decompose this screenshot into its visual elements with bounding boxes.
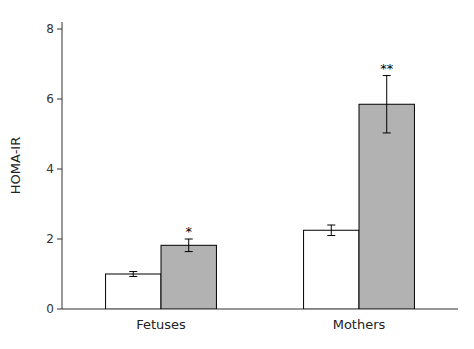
bar: [161, 245, 216, 309]
y-tick: [57, 29, 62, 30]
bar: [106, 274, 161, 309]
y-tick-label: 6: [46, 92, 54, 106]
y-tick: [57, 309, 62, 310]
annotations: ***: [185, 61, 393, 239]
y-tick: [57, 99, 62, 100]
y-tick-label: 4: [46, 162, 54, 176]
y-tick-label: 8: [46, 22, 54, 36]
y-axis-label: HOMA-IR: [8, 137, 23, 194]
bars: [106, 76, 415, 309]
error-bar: [327, 225, 335, 236]
y-axis-line: [62, 22, 63, 309]
significance-label: **: [380, 61, 394, 76]
significance-label: *: [185, 224, 192, 239]
error-bar: [383, 76, 391, 133]
chart: 02468HOMA-IRFetusesMothers***: [0, 0, 474, 349]
chart-container: 02468HOMA-IRFetusesMothers***: [0, 0, 474, 349]
y-tick-label: 2: [46, 232, 54, 246]
y-axis: 0 2 4 6 8: [46, 22, 62, 316]
y-tick: [57, 169, 62, 170]
x-tick-label: Mothers: [333, 317, 386, 332]
x-tick-label: Fetuses: [136, 317, 186, 332]
y-tick: [57, 239, 62, 240]
error-bar: [129, 272, 137, 277]
error-bar: [185, 239, 193, 252]
bar: [304, 230, 359, 309]
y-tick-label: 0: [46, 302, 54, 316]
bar: [359, 104, 414, 309]
